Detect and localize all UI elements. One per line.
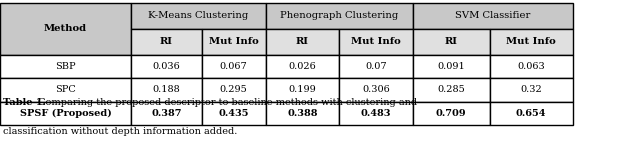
Text: 0.709: 0.709 (436, 109, 467, 118)
Text: SPC: SPC (55, 85, 76, 94)
Text: 0.07: 0.07 (365, 62, 387, 71)
Bar (202, 29, 266, 55)
Text: 0.091: 0.091 (437, 62, 465, 71)
Text: Mut Info: Mut Info (506, 38, 556, 46)
Text: 0.026: 0.026 (289, 62, 316, 71)
Bar (131, 102, 202, 125)
Bar (413, 102, 490, 125)
Bar (266, 29, 339, 55)
Bar (202, 55, 266, 78)
Bar (131, 29, 202, 55)
Text: 0.483: 0.483 (361, 109, 391, 118)
Text: RI: RI (445, 38, 458, 46)
Text: 0.295: 0.295 (220, 85, 248, 94)
Bar (339, 102, 413, 125)
Text: 0.435: 0.435 (218, 109, 249, 118)
Text: Comparing the proposed descriptor to baseline methods with clustering and: Comparing the proposed descriptor to bas… (35, 98, 417, 107)
Bar (202, 78, 266, 102)
Bar (413, 29, 490, 55)
Text: Method: Method (44, 24, 87, 33)
Text: 0.32: 0.32 (520, 85, 542, 94)
Text: 0.387: 0.387 (151, 109, 182, 118)
Text: K-Means Clustering: K-Means Clustering (148, 11, 248, 20)
Text: Table 1.: Table 1. (3, 98, 46, 107)
Bar (339, 78, 413, 102)
Bar (131, 55, 202, 78)
Bar (202, 102, 266, 125)
Text: 0.188: 0.188 (152, 85, 180, 94)
Bar (266, 102, 339, 125)
Bar (0, 3, 131, 55)
Text: 0.654: 0.654 (516, 109, 547, 118)
Bar (0, 55, 131, 78)
Text: 0.063: 0.063 (517, 62, 545, 71)
Bar (339, 29, 413, 55)
Bar (266, 3, 413, 29)
Bar (266, 78, 339, 102)
Bar (490, 29, 573, 55)
Text: 0.036: 0.036 (152, 62, 180, 71)
Bar (413, 78, 490, 102)
Text: 0.285: 0.285 (437, 85, 465, 94)
Text: 0.306: 0.306 (362, 85, 390, 94)
Text: 0.199: 0.199 (289, 85, 316, 94)
Bar (339, 55, 413, 78)
Text: SVM Classifier: SVM Classifier (455, 11, 531, 20)
Text: Mut Info: Mut Info (351, 38, 401, 46)
Text: classification without depth information added.: classification without depth information… (3, 127, 237, 136)
Text: RI: RI (296, 38, 309, 46)
Text: Mut Info: Mut Info (209, 38, 259, 46)
Bar (0, 78, 131, 102)
Bar (413, 55, 490, 78)
Bar (131, 3, 266, 29)
Text: 0.067: 0.067 (220, 62, 248, 71)
Bar (490, 55, 573, 78)
Bar (266, 55, 339, 78)
Text: 0.388: 0.388 (287, 109, 317, 118)
Text: SBP: SBP (55, 62, 76, 71)
Bar (413, 3, 573, 29)
Bar (490, 78, 573, 102)
Bar (0, 102, 131, 125)
Text: Phenograph Clustering: Phenograph Clustering (280, 11, 398, 20)
Bar (490, 102, 573, 125)
Text: SPSF (Proposed): SPSF (Proposed) (20, 109, 111, 118)
Bar (131, 78, 202, 102)
Text: RI: RI (160, 38, 173, 46)
